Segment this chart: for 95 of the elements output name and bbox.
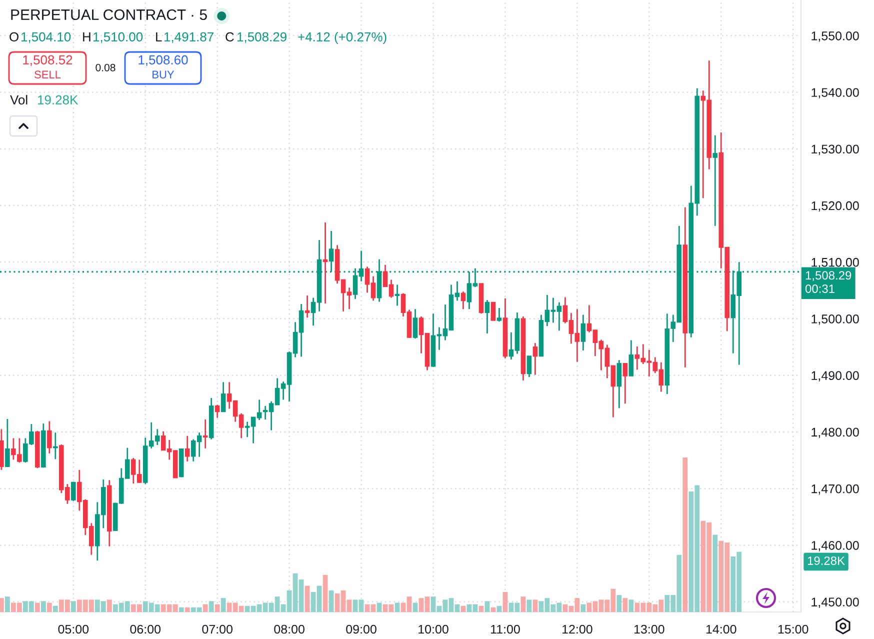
y-tick-label: 1,550.00 (812, 31, 859, 42)
x-tick-label: 12:00 (562, 624, 592, 634)
bar (46, 602, 52, 612)
x-tick-label: 14:00 (706, 624, 736, 634)
bar (532, 600, 538, 612)
bar (52, 606, 58, 612)
candlestick (5, 418, 10, 468)
x-tick-label: 07:00 (202, 624, 232, 634)
y-tick-label: 1,510.00 (812, 258, 859, 268)
bar (628, 600, 634, 612)
bar (580, 604, 586, 612)
candlestick (47, 420, 52, 454)
bar (616, 595, 622, 612)
annotation: 1,508.60 (138, 55, 188, 66)
y-tick-label: 1,500.00 (812, 314, 859, 325)
annotation: 19.28K (38, 95, 78, 104)
candlestick (53, 432, 58, 460)
annotation: SELL (34, 70, 61, 78)
candlestick (484, 299, 490, 334)
y-tick-label: 1,540.00 (812, 88, 859, 98)
candlestick (622, 362, 628, 404)
candlestick (712, 134, 718, 227)
candlestick (214, 404, 220, 419)
candlestick (202, 418, 208, 450)
y-tick-label: 1,450.00 (812, 598, 859, 608)
bar (70, 601, 76, 612)
candlestick (490, 302, 496, 321)
candlestick (322, 222, 328, 304)
x-tick-label: 10:00 (418, 624, 448, 634)
y-tick-label: 1,470.00 (812, 484, 859, 495)
annotation: BUY (152, 70, 174, 78)
text: 19.28K (808, 556, 845, 565)
candlestick (616, 359, 622, 409)
bar (220, 598, 226, 612)
candlestick (304, 294, 310, 318)
candlestick (184, 435, 190, 462)
x-tick-label: 06:00 (130, 624, 161, 634)
annotation: L (156, 32, 162, 42)
bar (0, 598, 4, 612)
bar (184, 607, 190, 612)
annotation: Vol (10, 94, 28, 104)
chart-title: PERPETUAL CONTRACT · 5 (11, 9, 207, 20)
bar (304, 586, 310, 612)
bar (328, 590, 334, 612)
ref-line-label: 1,508.29 00:31 (805, 271, 852, 293)
bar (520, 596, 526, 612)
bar (208, 601, 214, 612)
bar (34, 602, 40, 612)
annotation: 0.08 (96, 64, 116, 72)
candlestick (496, 307, 502, 322)
annotation: H (83, 32, 90, 42)
x-tick-label: 09:00 (346, 624, 376, 634)
y-tick-label: 1,490.00 (812, 371, 859, 382)
bar (502, 592, 508, 612)
x-tick-label: 13:00 (634, 624, 664, 634)
annotation: 1,508.29 (237, 32, 286, 44)
annotation: 1,508.52 (23, 55, 72, 66)
x-tick-label: 15:00 (778, 624, 808, 634)
bar (484, 601, 490, 612)
bar (178, 607, 184, 612)
annotation: 1,504.10 (21, 32, 71, 44)
bar (622, 598, 628, 612)
bar (412, 602, 418, 612)
annotation: C (226, 32, 234, 42)
candlestick (220, 381, 226, 412)
annotation: O (10, 32, 18, 42)
x-tick-label: 11:00 (490, 624, 520, 634)
candlestick (412, 308, 418, 340)
annotation: 1,491.87 (164, 32, 214, 44)
x-tick-label: 05:00 (58, 624, 89, 634)
bar (682, 457, 688, 612)
candlestick (532, 342, 538, 376)
annotation: +4.12 (+0.27%) (298, 32, 386, 44)
y-tick-label: 1,460.00 (812, 540, 859, 552)
candlestick (394, 284, 400, 306)
candlestick (526, 355, 532, 378)
candlestick (628, 340, 634, 377)
y-tick-label: 1,520.00 (812, 201, 859, 212)
bar (394, 602, 400, 612)
y-tick-label: 1,530.00 (812, 144, 859, 156)
candlestick (71, 481, 76, 502)
bar (526, 600, 532, 612)
bar (376, 602, 382, 612)
bar (4, 596, 10, 612)
bar (214, 604, 220, 612)
bar (322, 574, 328, 612)
annotation: 1,510.00 (93, 32, 143, 44)
x-tick-label: 08:00 (274, 624, 304, 634)
candlestick (460, 290, 466, 310)
candlestick (580, 314, 586, 352)
bar (202, 604, 208, 612)
bar (40, 601, 46, 612)
bar (712, 534, 718, 612)
y-tick-label: 1,480.00 (812, 428, 859, 438)
bar (106, 600, 112, 612)
